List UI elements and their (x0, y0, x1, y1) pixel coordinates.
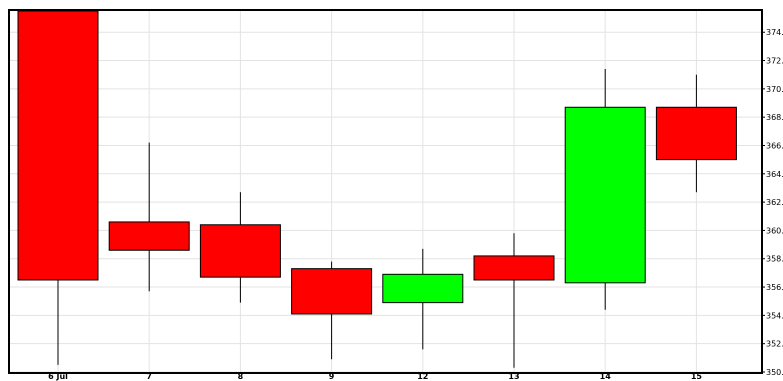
candle-body-up (564, 106, 646, 284)
x-tick-label: 14 (600, 372, 612, 381)
y-tick-label: 372.0 (766, 57, 783, 66)
x-tick-label: 15 (691, 372, 703, 381)
x-tick-label: 6 Jul (48, 372, 68, 381)
candle-body-down (108, 221, 190, 251)
y-axis-ticks: 350.0 352.0 354.0 356.0 358.0 360.0 362.0 364.0… (761, 28, 783, 377)
candle-body-down (473, 255, 555, 281)
y-tick-label: 370.0 (766, 85, 783, 94)
y-tick-label: 354.0 (766, 311, 783, 320)
y-tick-label: 360.0 (766, 226, 783, 235)
candle-body-down (199, 224, 281, 278)
y-tick-label: 362.0 (766, 198, 783, 207)
x-tick-label: 13 (508, 372, 519, 381)
x-tick-label: 12 (417, 372, 428, 381)
y-tick-label: 368.0 (766, 113, 783, 122)
plot-frame (8, 9, 763, 374)
x-tick-label: 7 (146, 372, 152, 381)
candle-body-down (17, 10, 99, 281)
y-tick-label: 350.0 (766, 368, 783, 377)
y-tick-label: 374.0 (766, 28, 783, 37)
x-tick-label: 9 (329, 372, 335, 381)
x-tick-label: 8 (238, 372, 244, 381)
y-tick-label: 364.0 (766, 170, 783, 179)
x-axis-ticks: 6 Jul 7 8 9 12 13 14 15 (48, 372, 702, 381)
grid (10, 11, 761, 373)
y-tick-label: 356.0 (766, 283, 783, 292)
y-tick-label: 352.0 (766, 340, 783, 349)
candle-body-down (291, 268, 373, 315)
y-tick-label: 358.0 (766, 255, 783, 264)
y-tick-label: 366.0 (766, 141, 783, 150)
candles (17, 10, 737, 368)
candle-body-down (655, 106, 737, 161)
candle-body-up (382, 273, 464, 304)
